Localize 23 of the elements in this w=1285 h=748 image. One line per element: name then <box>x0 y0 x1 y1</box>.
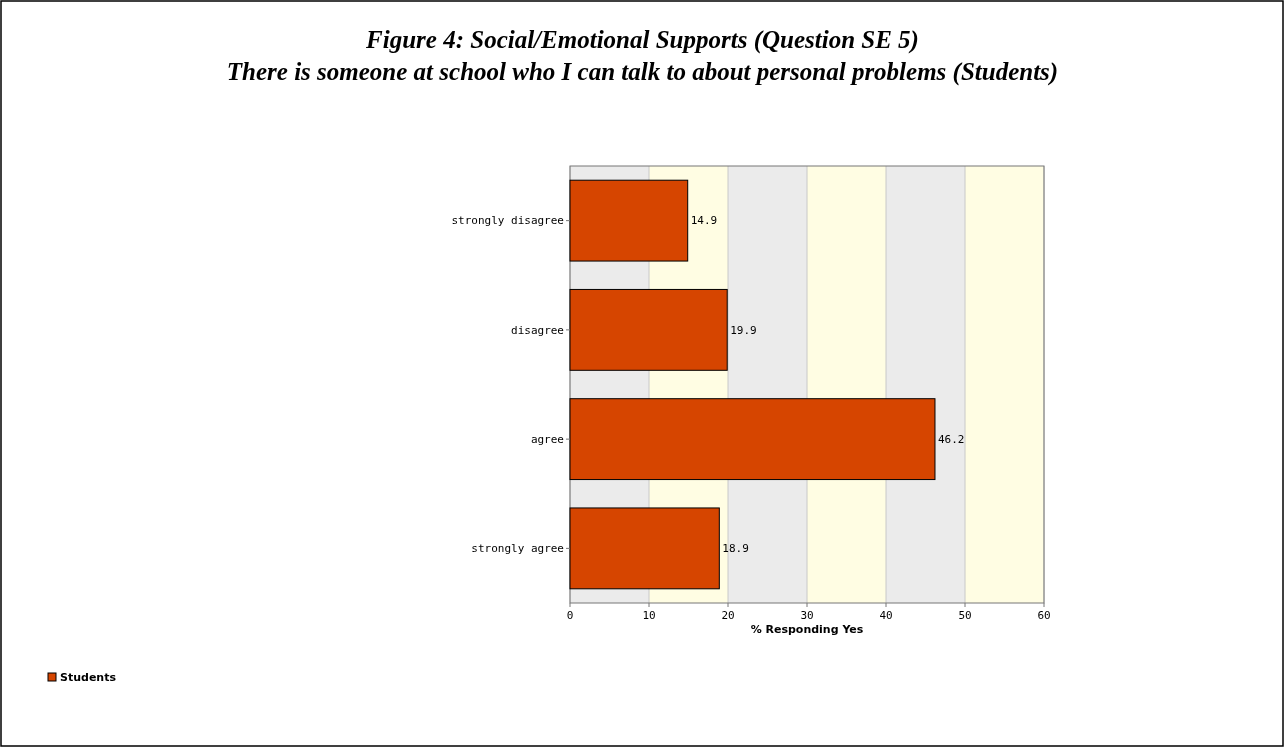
data-label: 14.9 <box>690 214 718 228</box>
bar <box>569 507 720 590</box>
x-axis-title: % Responding Yes <box>750 623 864 636</box>
x-tick-label: 40 <box>879 609 893 622</box>
y-tick-label: strongly disagree <box>451 214 564 228</box>
legend-label: Students <box>60 670 117 684</box>
x-tick-label: 50 <box>958 609 972 622</box>
chart-subtitle: There is someone at school who I can talk to about personal problems (Students) <box>226 58 1059 86</box>
x-tick-label: 60 <box>1037 609 1051 622</box>
data-label: 19.9 <box>730 323 757 337</box>
bar <box>569 179 689 262</box>
y-tick-label: disagree <box>511 323 564 337</box>
chart-title: Figure 4: Social/Emotional Supports (Question SE 5) <box>365 26 919 54</box>
data-label: 18.9 <box>722 542 749 556</box>
bar <box>569 398 936 481</box>
y-tick-label: agree <box>530 432 564 446</box>
bar <box>569 288 728 371</box>
x-tick-label: 0 <box>566 609 574 622</box>
x-tick-label: 10 <box>642 609 656 622</box>
y-tick-label: strongly agree <box>471 542 564 556</box>
x-tick-label: 30 <box>800 609 814 622</box>
data-label: 46.2 <box>937 432 965 446</box>
x-tick-label: 20 <box>721 609 735 622</box>
